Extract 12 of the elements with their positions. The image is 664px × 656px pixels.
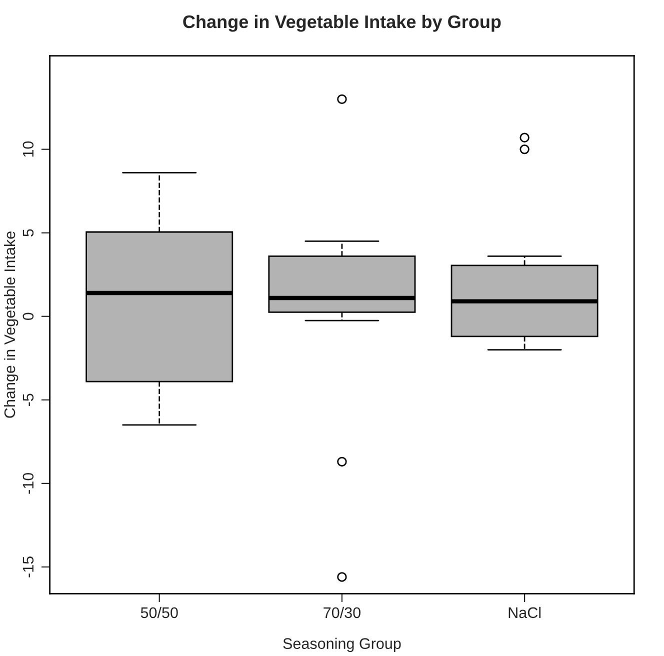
y-tick-label: -5 xyxy=(22,394,34,406)
x-tick-label: 50/50 xyxy=(140,606,178,618)
y-tick-label: -10 xyxy=(22,472,34,494)
x-tick-label: NaCl xyxy=(508,606,541,618)
y-tick-label: 10 xyxy=(22,141,34,157)
x-axis-title: Seasoning Group xyxy=(283,638,401,652)
y-axis-title: Change in Vegetable Intake xyxy=(4,232,18,418)
y-tick-label: 5 xyxy=(22,229,34,236)
chart-title: Change in Vegetable Intake by Group xyxy=(183,14,501,32)
x-tick-label: 70/30 xyxy=(324,606,360,618)
y-tick-label: 0 xyxy=(22,312,34,320)
y-tick-label: -15 xyxy=(22,556,34,578)
